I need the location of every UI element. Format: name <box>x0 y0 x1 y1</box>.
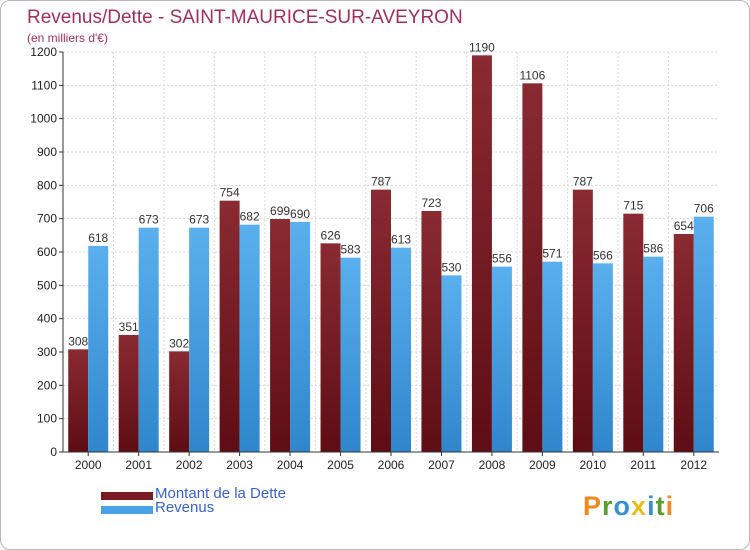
logo-letter: i <box>665 491 675 521</box>
label-dette: 654 <box>674 219 694 233</box>
y-tick-label: 1200 <box>30 45 57 59</box>
proxiti-logo: Proxiti <box>583 491 674 522</box>
logo-letter: P <box>583 491 603 521</box>
x-tick-label: 2012 <box>680 458 707 472</box>
label-dette: 723 <box>421 196 441 210</box>
x-tick-label: 2004 <box>277 458 304 472</box>
label-revenus: 583 <box>341 243 361 257</box>
bar-dette <box>421 211 442 452</box>
x-tick-label: 2007 <box>428 458 455 472</box>
bar-revenus <box>491 266 512 452</box>
label-dette: 699 <box>270 204 290 218</box>
y-tick-label: 500 <box>37 278 57 292</box>
bar-dette <box>270 219 291 452</box>
bar-revenus <box>189 227 210 452</box>
bar-revenus <box>88 246 109 452</box>
x-tick-label: 2005 <box>327 458 354 472</box>
bar-revenus <box>441 275 462 452</box>
bar-revenus <box>239 224 260 452</box>
x-tick-label: 2003 <box>226 458 253 472</box>
y-tick-label: 300 <box>37 345 57 359</box>
y-tick-label: 600 <box>37 245 57 259</box>
bar-revenus <box>592 263 613 452</box>
y-tick-label: 100 <box>37 412 57 426</box>
legend-swatch-debt <box>101 492 153 500</box>
y-tick-label: 0 <box>50 445 57 459</box>
bar-dette <box>320 243 341 452</box>
y-tick-label: 800 <box>37 178 57 192</box>
bar-dette <box>572 189 593 452</box>
label-dette: 1106 <box>519 68 545 82</box>
x-tick-label: 2002 <box>176 458 203 472</box>
bar-dette <box>371 189 391 452</box>
axes: 0 100 200 300 400 500 600 700 800 900 1000 1100 1200… <box>30 45 719 472</box>
label-dette: 308 <box>68 334 88 348</box>
bar-dette <box>522 83 543 452</box>
label-dette: 787 <box>371 175 391 189</box>
bar-revenus <box>340 257 361 452</box>
bar-revenus <box>290 222 311 452</box>
x-tick-label: 2009 <box>529 458 556 472</box>
y-tick-label: 1100 <box>31 78 57 92</box>
bar-dette <box>219 200 240 452</box>
label-dette: 754 <box>220 186 240 200</box>
label-revenus: 613 <box>391 233 411 247</box>
bar-revenus <box>542 261 563 452</box>
bar-dette <box>673 234 694 452</box>
x-tick-label: 2010 <box>579 458 606 472</box>
logo-letter: o <box>613 491 632 521</box>
x-tick-label: 2008 <box>479 458 506 472</box>
label-revenus: 706 <box>694 202 714 216</box>
label-revenus: 618 <box>88 231 108 245</box>
bar-revenus <box>693 216 714 452</box>
y-tick-label: 200 <box>37 378 57 392</box>
label-dette: 626 <box>321 228 341 242</box>
bar-dette <box>169 351 190 452</box>
label-revenus: 566 <box>593 248 613 262</box>
bar-revenus <box>391 247 411 452</box>
legend-swatch-revenus <box>101 506 153 514</box>
chart-title: Revenus/Dette - SAINT-MAURICE-SUR-AVEYRO… <box>27 7 463 28</box>
y-tick-label: 400 <box>37 312 57 326</box>
x-tick-label: 2000 <box>75 458 102 472</box>
x-tick-label: 2006 <box>378 458 405 472</box>
bars <box>68 55 714 452</box>
bar-dette <box>471 55 492 452</box>
y-tick-label: 700 <box>37 212 57 226</box>
label-revenus: 530 <box>441 260 461 274</box>
label-dette: 787 <box>573 175 593 189</box>
logo-letter: t <box>655 491 666 521</box>
x-tick-label: 2001 <box>125 458 152 472</box>
logo-letter: i <box>647 491 656 521</box>
label-revenus: 690 <box>290 207 310 221</box>
label-revenus: 682 <box>240 210 260 224</box>
label-revenus: 673 <box>139 213 159 227</box>
logo-letter: x <box>631 491 648 521</box>
chart-subtitle: (en milliers d'€) <box>27 31 108 45</box>
label-revenus: 673 <box>189 213 209 227</box>
bar-revenus <box>138 227 159 452</box>
bar-dette <box>118 335 139 452</box>
logo-letter: r <box>602 491 614 521</box>
label-dette: 715 <box>623 199 643 213</box>
label-dette: 351 <box>119 320 139 334</box>
y-tick-label: 1000 <box>30 112 57 126</box>
legend-label-debt: Montant de la Dette <box>155 485 286 502</box>
label-revenus: 571 <box>542 247 562 261</box>
label-revenus: 586 <box>643 242 663 256</box>
label-dette: 302 <box>169 336 189 350</box>
bar-dette <box>623 213 644 452</box>
bar-dette <box>68 349 89 452</box>
legend-label-revenus: Revenus <box>155 499 215 516</box>
label-revenus: 556 <box>492 252 512 266</box>
x-tick-label: 2011 <box>630 458 656 472</box>
bar-revenus <box>643 256 664 452</box>
label-dette: 1190 <box>469 40 495 54</box>
y-tick-label: 900 <box>37 145 57 159</box>
